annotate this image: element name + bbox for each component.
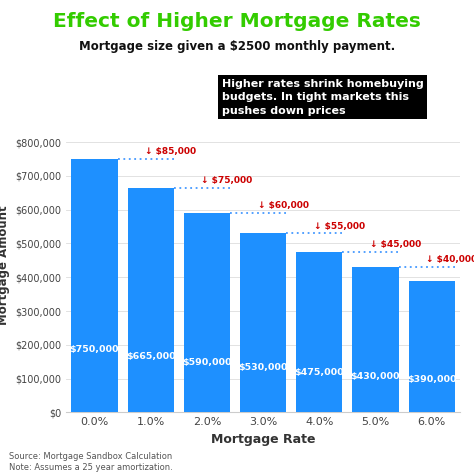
Text: $665,000: $665,000 <box>126 352 175 361</box>
Text: $430,000: $430,000 <box>351 372 400 381</box>
Text: ↓ $45,000: ↓ $45,000 <box>370 240 421 249</box>
Text: $750,000: $750,000 <box>70 345 119 354</box>
Text: $475,000: $475,000 <box>294 368 344 377</box>
Text: Effect of Higher Mortgage Rates: Effect of Higher Mortgage Rates <box>53 12 421 31</box>
X-axis label: Mortgage Rate: Mortgage Rate <box>211 433 315 446</box>
Text: Mortgage size given a $2500 monthly payment.: Mortgage size given a $2500 monthly paym… <box>79 40 395 53</box>
Bar <box>184 213 230 412</box>
Bar <box>296 252 342 412</box>
Text: $590,000: $590,000 <box>182 358 232 367</box>
Bar <box>72 159 118 412</box>
Bar <box>128 188 173 412</box>
Bar <box>409 281 455 412</box>
Text: $530,000: $530,000 <box>238 363 288 372</box>
Text: ↓ $75,000: ↓ $75,000 <box>201 176 253 185</box>
Text: ↓ $40,000: ↓ $40,000 <box>426 255 474 264</box>
Bar <box>353 267 399 412</box>
Text: ↓ $55,000: ↓ $55,000 <box>314 222 365 231</box>
Text: $390,000: $390,000 <box>407 375 456 384</box>
Text: ↓ $60,000: ↓ $60,000 <box>258 201 309 210</box>
Bar <box>240 233 286 412</box>
Text: Higher rates shrink homebuying
budgets. In tight markets this
pushes down prices: Higher rates shrink homebuying budgets. … <box>222 79 423 116</box>
Y-axis label: Mortgage Amount: Mortgage Amount <box>0 206 10 325</box>
Text: Source: Mortgage Sandbox Calculation
Note: Assumes a 25 year amortization.: Source: Mortgage Sandbox Calculation Not… <box>9 452 173 472</box>
Text: ↓ $85,000: ↓ $85,000 <box>146 147 196 156</box>
